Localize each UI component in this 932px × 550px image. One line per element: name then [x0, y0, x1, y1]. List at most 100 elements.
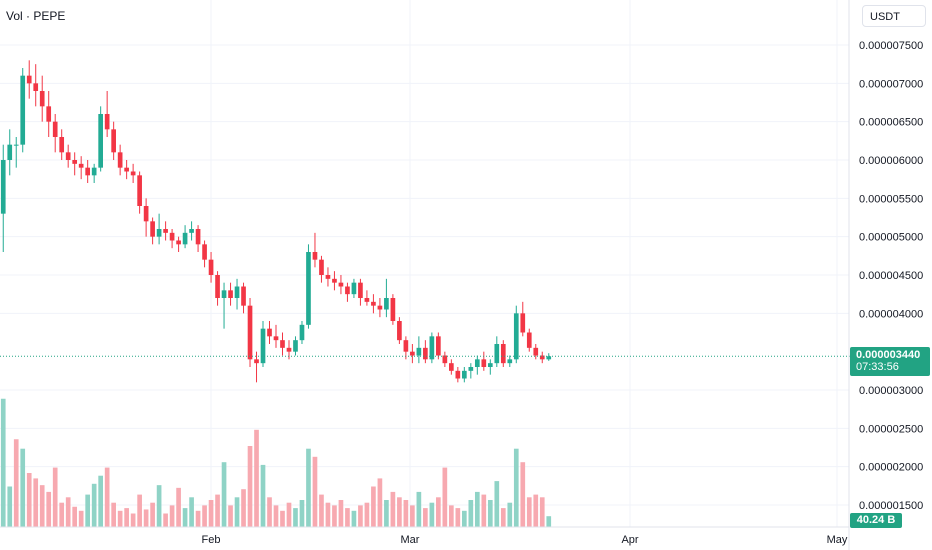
- volume-bar: [26, 473, 32, 527]
- volume-bar: [461, 510, 467, 527]
- candle-body: [156, 229, 162, 237]
- candle-body: [280, 340, 285, 348]
- volume-bar: [500, 508, 506, 527]
- volume-bar: [410, 505, 415, 527]
- volume-bar: [208, 500, 214, 527]
- candle-body: [533, 347, 539, 356]
- volume-bar: [358, 505, 363, 527]
- candle-body: [455, 370, 461, 379]
- volume-bar: [254, 429, 259, 527]
- candle-body: [104, 114, 110, 130]
- chart-grid: [0, 0, 849, 527]
- volume-bar: [507, 502, 513, 527]
- volume-bar: [195, 510, 201, 527]
- candle-body: [182, 232, 188, 245]
- time-tick-label: Apr: [621, 534, 638, 546]
- candle-body: [72, 160, 78, 164]
- volume-bar: [228, 505, 233, 527]
- candle-body: [202, 244, 207, 260]
- candle-body: [299, 324, 305, 341]
- candle-body: [338, 282, 344, 287]
- candle-body: [221, 290, 227, 298]
- candle-body: [371, 301, 376, 306]
- volume-bar: [72, 506, 78, 527]
- candle-body: [33, 83, 39, 91]
- volume-bar: [351, 510, 357, 527]
- candle-body: [526, 332, 532, 348]
- volume-bar: [299, 500, 305, 527]
- candle-body: [241, 286, 246, 306]
- time-tick-label: Mar: [401, 534, 420, 546]
- candle-body: [20, 75, 26, 145]
- volume-bar: [429, 502, 435, 527]
- candle-body: [0, 160, 6, 214]
- candle-body: [46, 106, 52, 122]
- price-tick-label: 0.000006000: [859, 155, 923, 167]
- candle-body: [520, 313, 526, 333]
- candle-body: [507, 359, 513, 364]
- candle-body: [215, 275, 220, 298]
- volume-bar: [91, 483, 97, 527]
- volume-bar: [494, 481, 500, 527]
- volume-bar: [377, 478, 383, 527]
- candle-body: [397, 321, 402, 341]
- volume-bar: [332, 505, 337, 527]
- candle-body: [117, 152, 123, 168]
- volume-bar: [169, 505, 175, 527]
- volume-bar: [78, 510, 84, 527]
- candle-body: [416, 347, 422, 356]
- volume-bar: [533, 494, 539, 527]
- volume-bar: [7, 486, 13, 527]
- last-price-tag: 0.000003440 07:33:56: [850, 347, 930, 376]
- candle-body: [163, 229, 168, 233]
- candle-body: [208, 259, 214, 275]
- volume-bar: [163, 513, 168, 527]
- price-tick-label: 0.000007500: [859, 40, 923, 52]
- candle-body: [195, 229, 201, 245]
- volume-bar: [306, 448, 311, 527]
- price-axis-ticks: 0.000007500 0.000007000 0.000006500 0.00000…: [859, 40, 923, 512]
- volume-bar: [345, 508, 350, 527]
- candle-body: [364, 298, 370, 302]
- volume-bar: [267, 497, 272, 527]
- price-tick-label: 0.000007000: [859, 78, 923, 90]
- candle-body: [65, 152, 71, 160]
- candle-body: [403, 340, 409, 352]
- volume-bar: [468, 500, 474, 527]
- candle-body: [228, 290, 233, 298]
- volume-bar: [371, 486, 376, 527]
- volume-bar: [312, 456, 318, 527]
- candle-body: [377, 305, 383, 310]
- candle-body: [85, 167, 91, 176]
- volume-bars: [0, 398, 552, 527]
- volume-bar: [423, 508, 428, 527]
- candle-body: [481, 359, 487, 367]
- candle-body: [494, 344, 500, 364]
- candle-body: [111, 129, 116, 153]
- candle-body: [26, 75, 32, 84]
- volume-bar: [526, 497, 532, 527]
- volume-bar: [104, 467, 110, 527]
- candle-body: [390, 298, 396, 321]
- candle-body: [234, 286, 240, 298]
- volume-bar: [319, 494, 324, 527]
- candle-body: [546, 356, 552, 360]
- volume-bar: [137, 494, 142, 527]
- volume-bar: [189, 497, 194, 527]
- candle-body: [286, 347, 292, 352]
- volume-bar: [474, 491, 480, 527]
- volume-bar: [397, 497, 402, 527]
- volume-bar: [143, 509, 149, 527]
- series-legend: Vol · PEPE: [6, 9, 66, 23]
- volume-bar: [117, 510, 123, 527]
- currency-button[interactable]: USDT: [862, 5, 926, 27]
- candle-body: [98, 114, 103, 168]
- volume-bar: [59, 502, 65, 527]
- candle-body: [539, 355, 545, 360]
- last-price-value: 0.000003440: [856, 349, 921, 361]
- candle-body: [461, 370, 467, 379]
- volume-bar: [234, 497, 240, 527]
- candle-body: [351, 282, 357, 295]
- volume-bar: [13, 439, 19, 527]
